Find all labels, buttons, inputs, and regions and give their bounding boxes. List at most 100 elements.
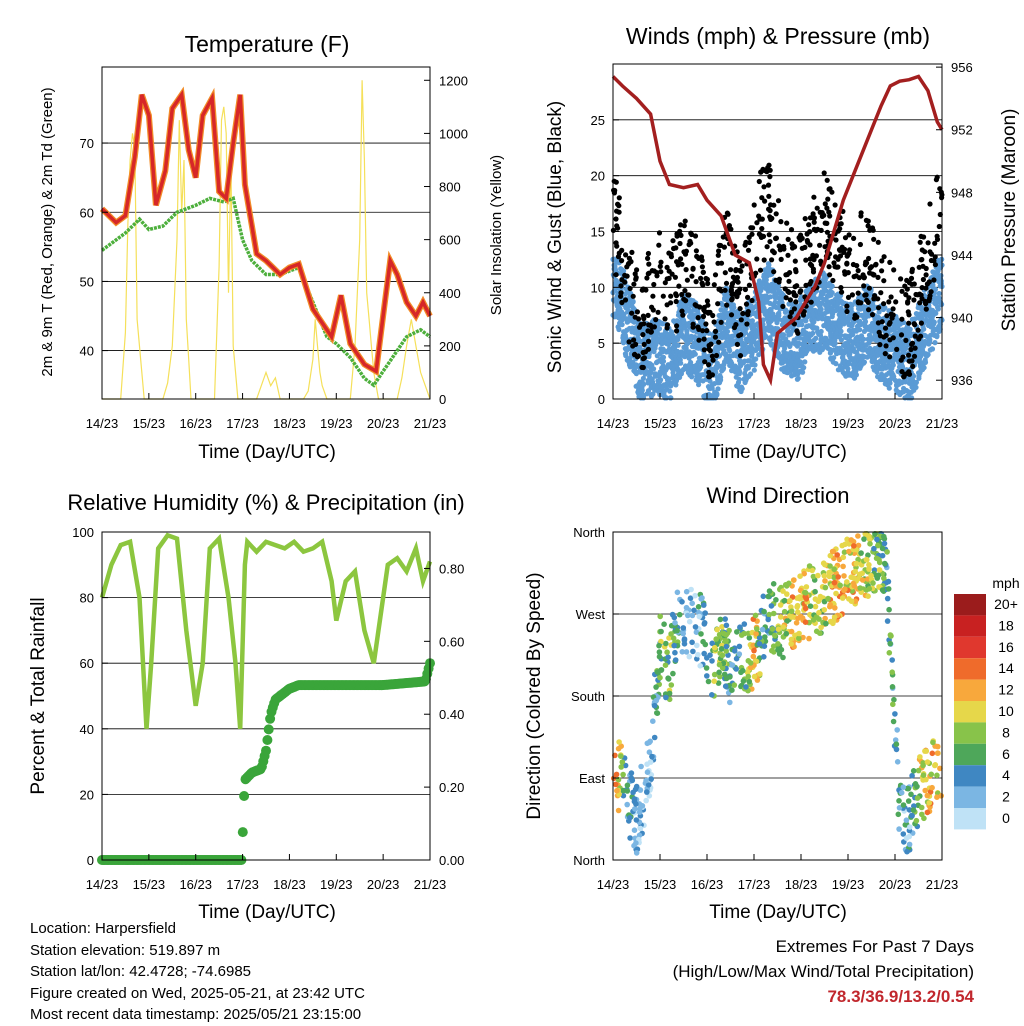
wind-point xyxy=(739,386,745,392)
wind-point xyxy=(918,353,924,359)
gust-point xyxy=(780,303,786,309)
direction-point xyxy=(770,581,777,587)
direction-point xyxy=(900,802,907,808)
wind-point xyxy=(684,328,690,334)
gust-point xyxy=(824,205,830,211)
gust-point xyxy=(857,241,864,248)
direction-point xyxy=(624,782,631,789)
gust-point xyxy=(890,306,896,312)
direction-point xyxy=(859,577,866,583)
y-tick-label: 60 xyxy=(80,656,94,671)
gust-point xyxy=(794,283,800,289)
direction-point xyxy=(875,542,881,549)
y-tick-label: 40 xyxy=(80,722,94,737)
gust-point xyxy=(765,165,771,171)
direction-point xyxy=(759,626,766,633)
gust-point xyxy=(811,219,817,225)
direction-point xyxy=(875,572,882,579)
gust-point xyxy=(613,216,619,222)
gust-point xyxy=(716,339,722,345)
x-tick-label: 14/23 xyxy=(86,877,119,892)
gust-point xyxy=(791,306,798,312)
winds-y2label: Station Pressure (Maroon) xyxy=(999,109,1020,332)
wind-point xyxy=(933,310,939,316)
direction-point xyxy=(681,637,688,644)
direction-point xyxy=(865,552,871,558)
gust-point xyxy=(639,364,645,370)
direction-point xyxy=(861,536,867,542)
direction-point xyxy=(841,549,848,555)
gust-point xyxy=(903,337,909,343)
gust-point xyxy=(785,236,791,242)
wind-point xyxy=(795,375,801,381)
wind-point xyxy=(634,369,640,375)
direction-point xyxy=(858,550,864,556)
winds-ylabel: Sonic Wind & Gust (Blue, Black) xyxy=(545,101,566,373)
direction-point xyxy=(780,588,786,594)
direction-point xyxy=(913,817,920,824)
y2-tick-label: 0.60 xyxy=(439,634,464,649)
legend-swatch xyxy=(954,701,986,723)
x-tick-label: 16/23 xyxy=(179,877,212,892)
direction-point xyxy=(833,590,839,597)
elevation-text: Station elevation: 519.897 m xyxy=(30,941,221,959)
direction-point xyxy=(704,673,710,679)
direction-point xyxy=(906,807,913,813)
gust-point xyxy=(776,243,782,249)
direction-point xyxy=(654,669,661,675)
gust-point xyxy=(810,211,816,217)
gust-point xyxy=(766,193,772,199)
gust-point xyxy=(682,218,688,224)
wind-point xyxy=(752,362,758,368)
wind-point xyxy=(869,328,875,334)
wind-point xyxy=(936,295,942,301)
wind-point xyxy=(813,335,819,341)
gust-point xyxy=(903,292,909,298)
direction-point xyxy=(831,566,837,573)
gust-point xyxy=(701,347,707,353)
gust-point xyxy=(866,307,872,313)
wind-point xyxy=(876,309,882,315)
wind-point xyxy=(882,305,888,311)
y2-tick-label: 600 xyxy=(439,233,461,248)
direction-point xyxy=(788,641,794,647)
y-tick-label: South xyxy=(571,689,605,704)
gust-point xyxy=(817,209,823,215)
wind-point xyxy=(930,282,936,288)
direction-point xyxy=(832,605,838,611)
gust-point xyxy=(869,225,876,231)
gust-point xyxy=(619,258,625,264)
gust-point xyxy=(877,333,884,339)
gust-point xyxy=(654,270,660,276)
gust-point xyxy=(623,252,629,258)
wind-point xyxy=(737,369,743,375)
y2-tick-label: 0.20 xyxy=(439,780,464,795)
y2-tick-label: 0.40 xyxy=(439,707,464,722)
direction-point xyxy=(900,784,907,790)
direction-point xyxy=(855,533,861,539)
gust-point xyxy=(801,309,807,315)
direction-point xyxy=(760,593,767,600)
gust-point xyxy=(686,292,692,298)
legend-label: 14 xyxy=(998,660,1014,676)
gust-point xyxy=(787,297,794,303)
wind-point xyxy=(938,273,944,279)
direction-point xyxy=(664,649,670,655)
gust-point xyxy=(611,187,617,193)
direction-point xyxy=(820,560,827,566)
gust-point xyxy=(818,258,824,264)
gust-point xyxy=(827,272,833,278)
direction-point xyxy=(615,807,622,814)
gust-point xyxy=(764,244,770,250)
gust-point xyxy=(837,226,843,232)
x-tick-label: 16/23 xyxy=(691,877,724,892)
wind-point xyxy=(686,349,693,355)
gust-point xyxy=(784,220,790,226)
precip-point xyxy=(262,735,273,745)
direction-point xyxy=(738,632,745,638)
wind-point xyxy=(775,350,782,356)
gust-point xyxy=(792,244,798,250)
gust-point xyxy=(838,285,844,291)
direction-point xyxy=(780,624,787,630)
direction-point xyxy=(698,631,704,637)
